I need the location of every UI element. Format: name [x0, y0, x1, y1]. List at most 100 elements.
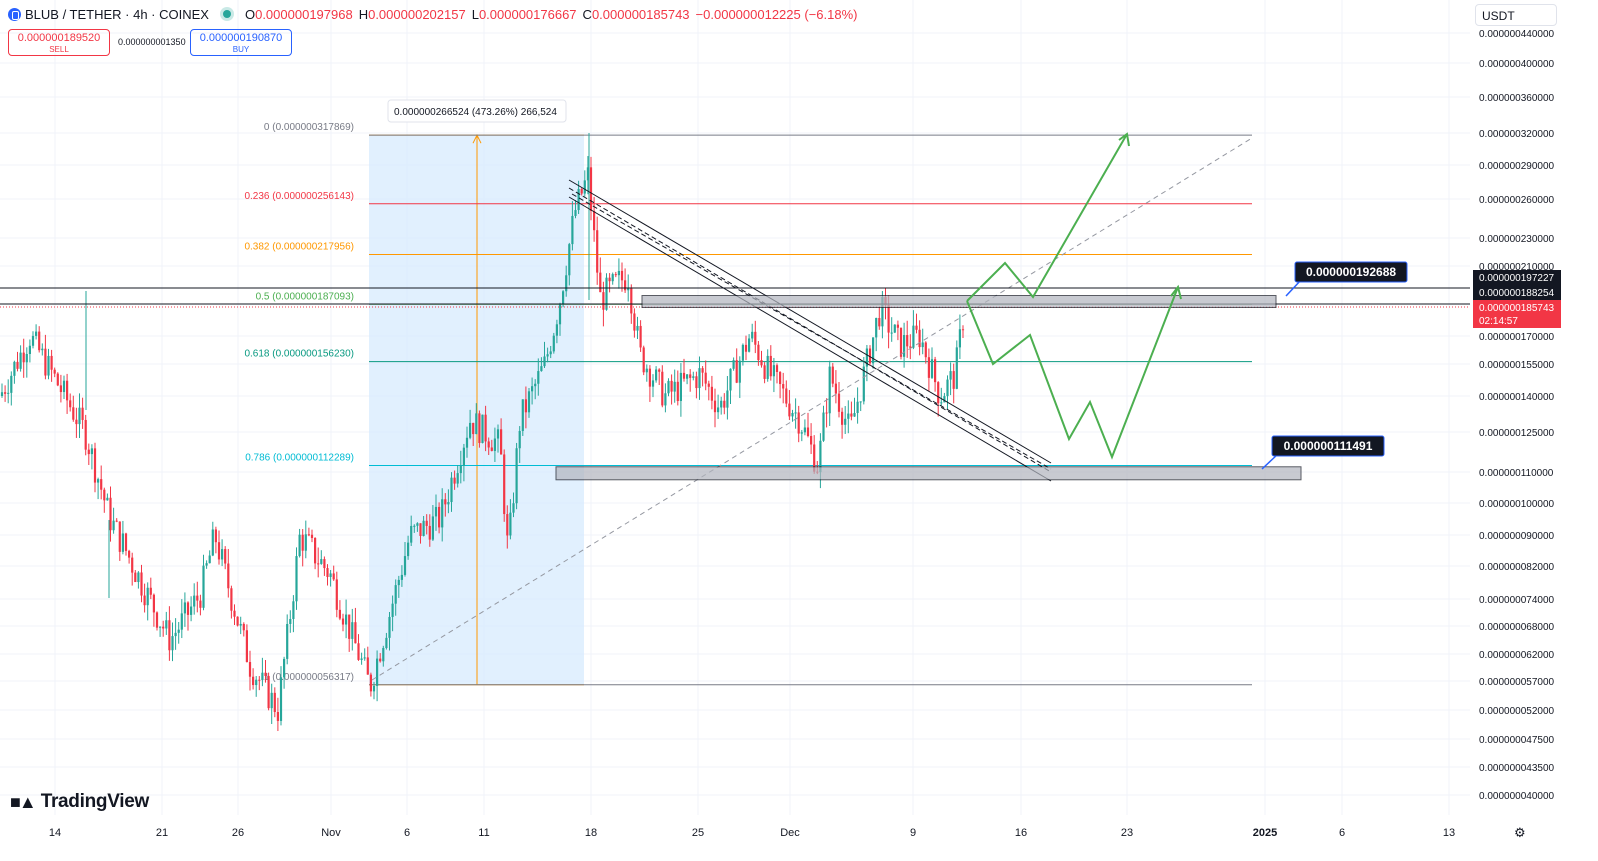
candle-body: [915, 325, 918, 330]
candle-body: [301, 534, 304, 551]
candle-body: [481, 414, 484, 444]
candle-body: [630, 287, 633, 314]
candle-body: [202, 565, 205, 608]
candle-body: [524, 399, 527, 413]
candle-body: [292, 601, 295, 620]
candle-body: [276, 712, 279, 721]
candle-body: [667, 380, 670, 394]
candle-body: [360, 658, 363, 660]
candle-body: [131, 557, 134, 573]
buy-button[interactable]: 0.000000190870 BUY: [190, 29, 292, 56]
candle-body: [841, 411, 844, 425]
candle-body: [726, 390, 729, 408]
tradingview-logo[interactable]: ■▲ TradingView: [10, 791, 149, 813]
candle-body: [41, 348, 44, 351]
y-tick-label: 0.000000082000: [1479, 562, 1555, 573]
high-value: 0.000000202157: [368, 6, 466, 22]
candle-body: [165, 620, 168, 629]
resistance-zone: [641, 295, 1277, 309]
candle-body: [648, 368, 651, 387]
candle-body: [658, 369, 661, 372]
x-tick-label: 13: [1443, 827, 1455, 839]
tradingview-logo-icon: ■▲: [10, 791, 37, 812]
price-label: 0.000000185743: [1479, 303, 1555, 314]
measure-label: 0.000000266524 (473.26%) 266,524: [394, 107, 557, 118]
bearish-path: [966, 286, 1179, 460]
bullish-arrowhead: [1118, 132, 1130, 147]
fib-range-shading: 0.000000266524 (473.26%) 266,524: [369, 99, 584, 686]
candle-body: [475, 413, 478, 435]
candle-body: [946, 379, 949, 397]
candle-body: [521, 399, 524, 431]
candle-body: [310, 534, 314, 539]
candle-body: [270, 692, 273, 709]
candle-body: [676, 381, 679, 402]
candle-body: [794, 412, 797, 414]
currency-selector[interactable]: USDT: [1475, 4, 1557, 26]
candle-body: [930, 359, 934, 378]
candle-body: [924, 342, 927, 358]
candle-body: [958, 329, 961, 348]
y-tick-label: 0.000000047500: [1479, 735, 1555, 746]
candle-body: [899, 327, 903, 357]
settings-gear-icon[interactable]: ⚙: [1514, 825, 1526, 840]
close-value: 0.000000185743: [591, 6, 690, 22]
candle-body: [341, 618, 345, 625]
candle-body: [549, 351, 552, 355]
candle-body: [267, 675, 270, 709]
candle-body: [38, 331, 41, 351]
candle-body: [121, 533, 124, 552]
candle-body: [633, 313, 636, 331]
fib-label: 0.786 (0.000000112289): [245, 453, 354, 464]
candle-body: [372, 685, 376, 692]
candle-body: [338, 609, 341, 619]
x-tick-label: 26: [232, 827, 244, 839]
candle-body: [593, 210, 596, 231]
fib-label: 0.236 (0.000000256143): [244, 191, 354, 202]
candle-body: [171, 636, 174, 651]
candle-body: [645, 368, 648, 373]
callout-box: [1294, 261, 1408, 283]
candle-body: [825, 412, 828, 414]
candle-body: [472, 422, 475, 435]
candle-body: [853, 413, 856, 417]
candle-body: [376, 658, 379, 686]
candle-body: [872, 337, 875, 364]
candle-body: [723, 400, 726, 408]
support-zone: [555, 466, 1302, 481]
candle-body: [850, 413, 853, 417]
candle-body: [273, 692, 276, 713]
candle-body: [661, 371, 664, 406]
candle-body: [797, 412, 800, 434]
candle-body: [546, 354, 549, 357]
candle-body: [422, 520, 425, 536]
candle-body: [407, 542, 410, 557]
candle-body: [772, 365, 775, 377]
candle-body: [741, 344, 744, 361]
candle-body: [227, 563, 230, 589]
candle-body: [527, 391, 531, 413]
symbol-title[interactable]: BLUB / TETHER · 4h · COINEX: [25, 6, 209, 22]
candle-body: [713, 400, 717, 413]
candle-body: [403, 556, 407, 575]
fib-label: 0.618 (0.000000156230): [244, 349, 354, 360]
candle-body: [221, 549, 224, 560]
candle-body: [562, 291, 565, 305]
candle-body: [397, 579, 400, 586]
candle-body: [704, 372, 707, 384]
candle-body: [255, 679, 258, 686]
x-tick-label: 6: [1339, 827, 1345, 839]
candle-body: [921, 342, 924, 348]
candle-body: [10, 375, 13, 393]
candle-body: [589, 167, 593, 211]
candle-body: [90, 448, 93, 455]
candle-body: [735, 360, 738, 383]
candle-body: [286, 623, 289, 659]
candle-body: [565, 275, 568, 292]
fib-label: 0.5 (0.000000187093): [256, 291, 354, 302]
candle-body: [819, 440, 822, 473]
sell-button[interactable]: 0.000000189520 SELL: [8, 29, 110, 56]
candle-body: [186, 602, 190, 615]
candle-body: [239, 623, 242, 626]
